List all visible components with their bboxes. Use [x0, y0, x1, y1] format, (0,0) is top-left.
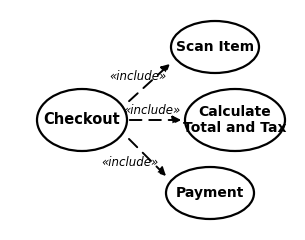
Text: Calculate
Total and Tax: Calculate Total and Tax	[183, 105, 287, 135]
Text: «include»: «include»	[124, 104, 181, 118]
Text: Payment: Payment	[176, 186, 244, 200]
Text: Checkout: Checkout	[44, 113, 120, 127]
Text: «include»: «include»	[109, 70, 167, 83]
Text: Scan Item: Scan Item	[176, 40, 254, 54]
Text: «include»: «include»	[101, 156, 159, 169]
